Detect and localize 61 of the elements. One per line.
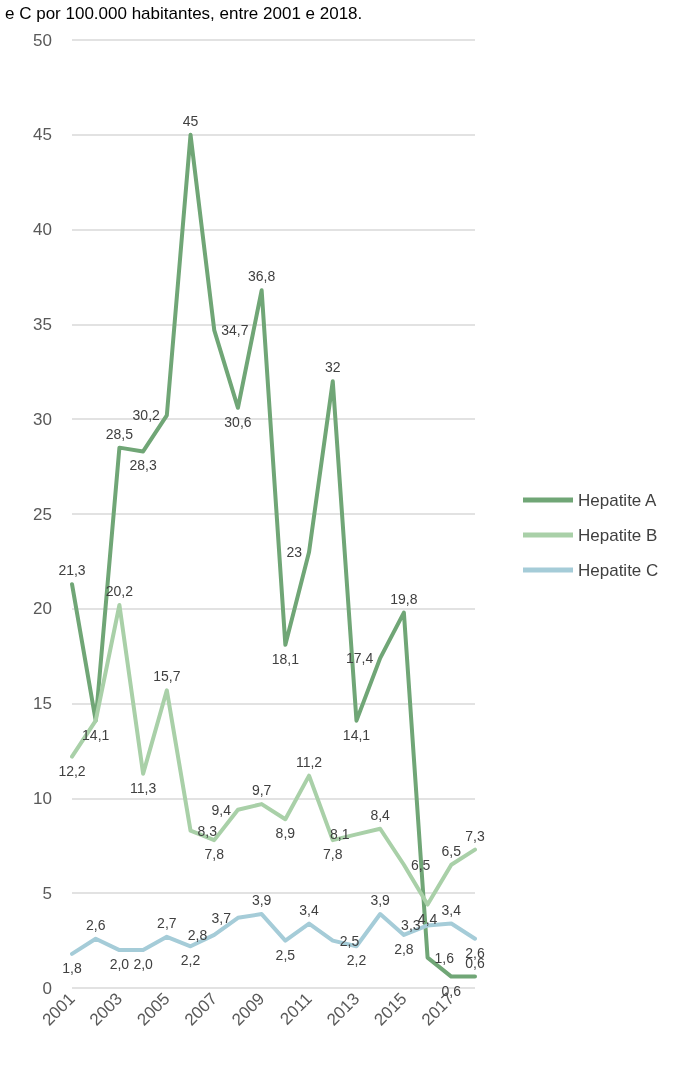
data-label: 1,8 [62, 959, 82, 976]
data-label: 2,8 [394, 940, 414, 957]
data-label: 7,8 [204, 846, 225, 863]
data-label: 14,1 [342, 726, 371, 743]
data-label: 28,5 [105, 425, 134, 442]
data-label: 2,8 [187, 926, 208, 943]
data-label: 9,7 [251, 782, 272, 799]
data-label: 2,5 [339, 932, 360, 949]
y-tick-label: 30 [33, 409, 52, 429]
data-label: 2,0 [133, 956, 154, 973]
y-tick-label: 10 [33, 788, 52, 808]
data-label: 30,6 [224, 413, 252, 430]
legend-label: Hepatite B [578, 525, 658, 545]
legend-label: Hepatite C [578, 560, 659, 580]
data-label: 6,5 [441, 842, 462, 859]
data-label: 2,6 [85, 916, 106, 933]
data-label: 3,9 [251, 892, 272, 909]
data-label: 18,1 [271, 650, 300, 667]
data-label: 45 [182, 112, 199, 129]
data-label: 2,2 [180, 952, 201, 969]
y-tick-label: 0 [42, 978, 52, 998]
y-tick-label: 15 [33, 694, 52, 714]
data-label: 15,7 [153, 668, 181, 685]
data-label: 34,7 [221, 322, 249, 339]
data-label: 2,6 [465, 944, 485, 961]
data-label: 2,7 [157, 914, 177, 931]
data-label: 3,7 [211, 909, 232, 926]
data-label: 1,6 [434, 949, 455, 966]
data-label: 2,2 [346, 952, 367, 969]
chart-title: e C por 100.000 habitantes, entre 2001 e 2018. [5, 4, 363, 23]
data-label: 11,2 [295, 753, 323, 770]
data-label: 19,8 [390, 590, 418, 607]
legend-label: Hepatite A [578, 490, 658, 510]
y-tick-label: 25 [33, 504, 52, 524]
data-label: 8,3 [197, 822, 218, 839]
y-tick-label: 40 [33, 220, 52, 240]
data-label: 30,2 [132, 407, 161, 424]
data-label: 3,9 [370, 892, 391, 909]
y-tick-label: 50 [33, 30, 52, 50]
y-tick-label: 35 [33, 314, 52, 334]
data-label: 32 [324, 359, 341, 376]
data-label: 21,3 [58, 562, 86, 579]
data-label: 36,8 [248, 268, 276, 285]
data-label: 7,3 [465, 827, 485, 844]
data-label: 12,2 [58, 762, 86, 779]
data-label: 8,4 [370, 806, 391, 823]
data-label: 7,8 [323, 846, 343, 863]
data-label: 14,1 [82, 726, 110, 743]
data-label: 23 [286, 543, 303, 560]
data-label: 2,0 [109, 956, 130, 973]
y-tick-label: 5 [42, 883, 52, 903]
data-label: 8,9 [275, 825, 296, 842]
data-label: 3,4 [299, 901, 319, 918]
data-label: 28,3 [129, 457, 157, 474]
data-label: 3,4 [441, 901, 462, 918]
data-label: 9,4 [211, 801, 232, 818]
data-label: 8,1 [330, 826, 350, 843]
data-label: 11,3 [130, 779, 157, 796]
y-tick-label: 45 [33, 125, 52, 145]
data-label: 2,5 [275, 946, 296, 963]
y-tick-label: 20 [33, 599, 52, 619]
